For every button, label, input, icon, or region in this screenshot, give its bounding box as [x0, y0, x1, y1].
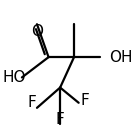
Text: O: O [31, 24, 43, 39]
Text: HO: HO [2, 70, 26, 85]
Text: F: F [80, 93, 89, 108]
Text: F: F [28, 95, 37, 110]
Text: F: F [56, 112, 65, 127]
Text: OH: OH [109, 50, 132, 65]
